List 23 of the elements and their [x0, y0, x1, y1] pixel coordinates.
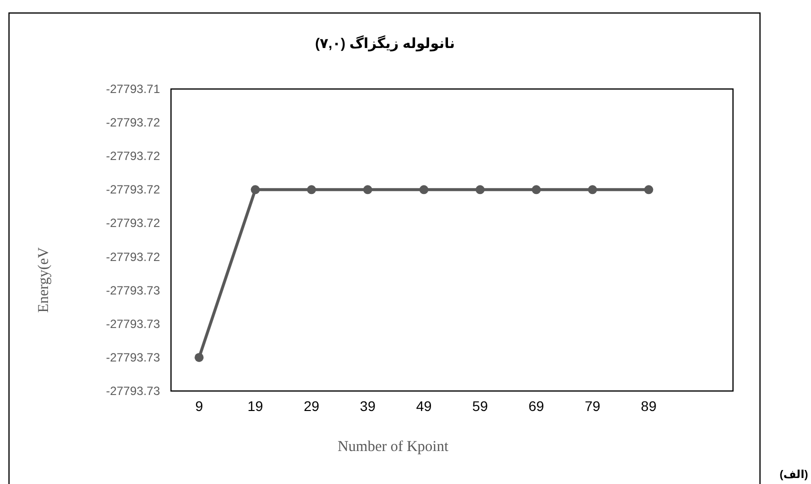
x-tick-label: 19 [248, 398, 264, 414]
y-tick-label: -27793.73 [106, 283, 160, 298]
y-tick-label: -27793.72 [106, 182, 160, 197]
y-tick-label: -27793.72 [106, 149, 160, 164]
chart-title: نانولوله زیگزاگ (۷,۰) [315, 35, 455, 52]
x-tick-label: 79 [584, 398, 600, 414]
x-tick-label: 29 [304, 398, 320, 414]
x-axis-title: Number of Kpoint [338, 439, 450, 455]
y-tick-label: -27793.73 [106, 316, 160, 331]
x-tick-label: 9 [195, 398, 204, 414]
x-tick-label: 69 [528, 398, 544, 414]
y-tick-label: -27793.72 [106, 250, 160, 264]
y-tick-label: -27793.72 [106, 116, 160, 130]
x-tick-label: 49 [416, 398, 432, 414]
y-tick-label: -27793.73 [106, 384, 160, 398]
y-axis-title: Energy(eV [36, 247, 52, 313]
x-tick-label: 39 [360, 398, 376, 414]
y-tick-label: -27793.73 [106, 350, 160, 364]
y-tick-label: -27793.72 [106, 216, 160, 230]
x-tick-label: 89 [640, 398, 657, 414]
text: (الف) [780, 469, 808, 481]
x-tick-label: 59 [472, 398, 488, 414]
y-tick-label: -27793.71 [106, 82, 160, 96]
